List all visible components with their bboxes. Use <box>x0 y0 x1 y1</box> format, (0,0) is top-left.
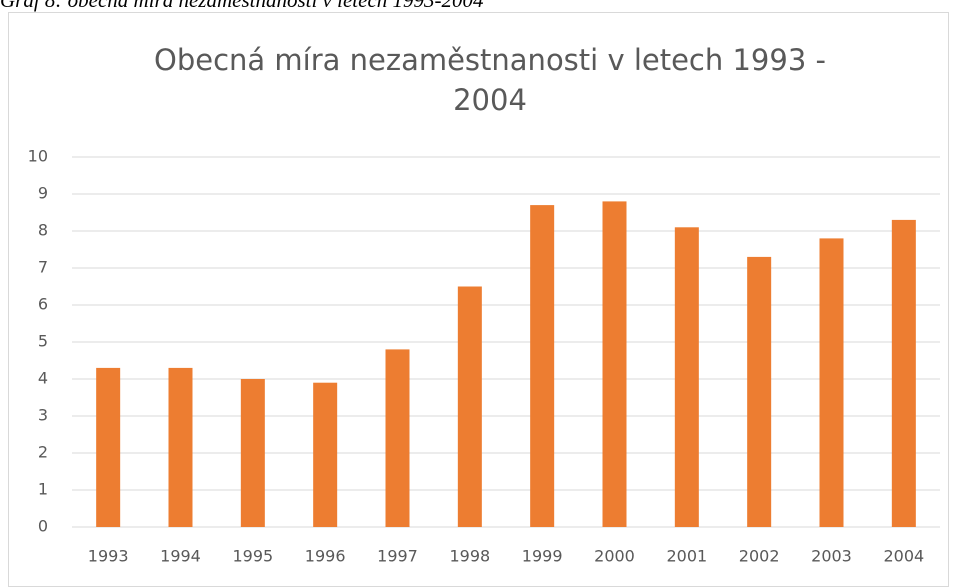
bar <box>530 205 555 527</box>
y-tick-label: 6 <box>38 295 48 314</box>
bar <box>168 367 193 527</box>
y-tick-label: 2 <box>38 443 48 462</box>
y-tick-label: 3 <box>38 406 48 425</box>
x-tick-label: 1995 <box>232 547 273 566</box>
bar <box>819 238 844 527</box>
x-tick-label: 2001 <box>666 547 707 566</box>
bar <box>674 227 699 528</box>
y-tick-label: 0 <box>38 517 48 536</box>
bar <box>385 349 410 527</box>
bar <box>240 379 265 527</box>
x-tick-label: 1998 <box>449 547 490 566</box>
x-tick-label: 1999 <box>522 547 563 566</box>
y-tick-label: 9 <box>38 184 48 203</box>
y-tick-label: 10 <box>28 147 48 166</box>
x-tick-label: 2002 <box>739 547 780 566</box>
y-tick-label: 8 <box>38 221 48 240</box>
bar <box>891 219 916 527</box>
caption: Graf 8: obecná míra nezaměstnanosti v le… <box>0 0 484 12</box>
x-tick-label: 1997 <box>377 547 418 566</box>
y-tick-label: 7 <box>38 258 48 277</box>
bar <box>602 201 627 527</box>
y-tick-label: 5 <box>38 332 48 351</box>
x-tick-label: 1994 <box>160 547 201 566</box>
bar <box>96 367 121 527</box>
x-tick-label: 1993 <box>88 547 129 566</box>
x-tick-label: 2004 <box>883 547 924 566</box>
x-tick-label: 2000 <box>594 547 635 566</box>
y-tick-label: 4 <box>38 369 48 388</box>
bar <box>747 256 772 527</box>
x-tick-label: 1996 <box>305 547 346 566</box>
x-tick-label: 2003 <box>811 547 852 566</box>
bar <box>313 382 338 527</box>
bar <box>457 286 482 527</box>
y-tick-label: 1 <box>38 480 48 499</box>
chart-title: Obecná míra nezaměstnanosti v letech 199… <box>154 43 826 117</box>
